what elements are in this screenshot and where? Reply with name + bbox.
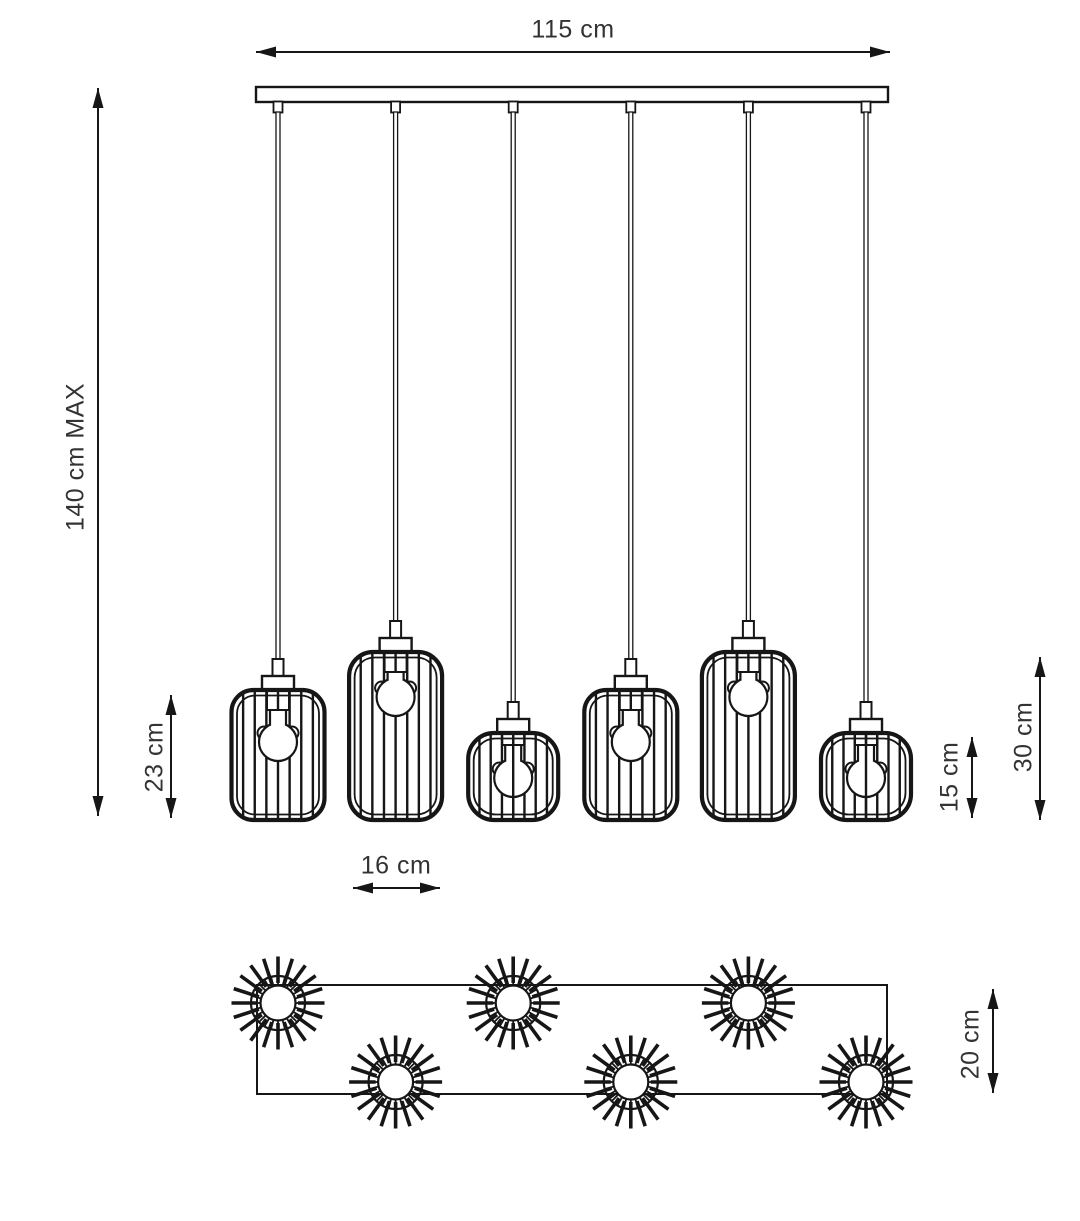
cord	[863, 111, 869, 703]
pendant-medium	[229, 100, 327, 823]
cord	[510, 111, 516, 703]
bulb-holder	[736, 652, 761, 673]
dim-label-canopy-depth: 20 cm	[956, 1008, 985, 1080]
cord	[392, 111, 399, 622]
socket-stem	[741, 620, 755, 639]
ceiling-bar	[254, 85, 890, 104]
dim-arrow-shade-width	[353, 882, 440, 894]
dim-arrow-canopy-depth	[987, 989, 999, 1093]
bulb-icon	[609, 710, 653, 763]
cage-outline	[699, 649, 798, 823]
pendant-small	[818, 100, 914, 823]
cord-connector	[390, 100, 402, 114]
canopy-outline	[256, 984, 888, 1095]
canopy-top-view	[231, 956, 913, 1129]
dim-arrow-width	[256, 46, 890, 58]
dim-arrow-small-shade	[966, 737, 978, 818]
cage-outline	[818, 730, 914, 823]
pendant-large	[699, 100, 798, 823]
dim-label-max-height: 140 cm MAX	[61, 382, 90, 532]
socket-stem	[624, 658, 638, 677]
cord-connector	[272, 100, 284, 114]
shade-top-view	[819, 1035, 913, 1129]
dim-arrow-medium-shade	[165, 695, 177, 818]
cord-connector	[507, 100, 519, 114]
cage-inner-rim	[353, 656, 438, 816]
shade-top-view	[349, 1035, 443, 1129]
bulb-holder	[383, 652, 408, 673]
dim-arrow-max-height	[92, 88, 104, 816]
socket-stem	[859, 701, 873, 720]
pendant-small	[466, 100, 561, 823]
cord-connector	[625, 100, 637, 114]
shade-top-view	[584, 1035, 678, 1129]
cord-connector	[860, 100, 872, 114]
cage-outline	[229, 687, 327, 823]
dim-label-width: 115 cm	[531, 15, 615, 44]
shade-top-view	[231, 956, 325, 1050]
bulb-icon	[726, 672, 770, 718]
dim-label-medium-shade: 23 cm	[140, 721, 169, 793]
cage-wires	[241, 690, 315, 820]
shade-top-view	[701, 956, 795, 1050]
cord	[275, 111, 281, 660]
socket-stem	[506, 701, 520, 720]
cage-inner-rim	[706, 656, 791, 816]
cage-outline	[347, 649, 445, 823]
bulb-icon	[374, 672, 418, 718]
cord-connector	[743, 100, 754, 114]
cage-outline	[466, 730, 561, 823]
pendant-medium	[582, 100, 680, 823]
pendant-large	[347, 100, 445, 823]
cord	[628, 111, 634, 660]
cage-wires	[359, 652, 432, 820]
cage-inner-rim	[588, 694, 673, 816]
dim-label-large-shade: 30 cm	[1009, 701, 1038, 773]
dim-arrow-large-shade	[1034, 657, 1046, 820]
bulb-holder	[266, 690, 290, 711]
cage-inner-rim	[236, 694, 320, 816]
dim-label-shade-width: 16 cm	[360, 851, 432, 880]
socket-stem	[389, 620, 403, 639]
bulb-icon	[256, 710, 300, 763]
dim-label-small-shade: 15 cm	[935, 741, 964, 813]
cage-outline	[582, 687, 680, 823]
shade-top-view	[466, 956, 560, 1050]
cord	[745, 111, 752, 622]
bulb-holder	[618, 690, 643, 711]
socket-stem	[271, 658, 285, 677]
